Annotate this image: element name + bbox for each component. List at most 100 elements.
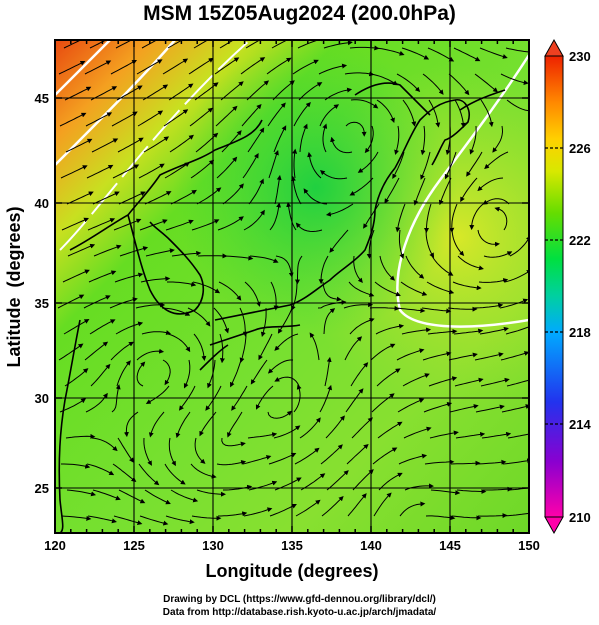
streamline (163, 109, 189, 127)
streamline (344, 336, 363, 361)
streamline (425, 229, 435, 258)
streamline (91, 138, 119, 153)
streamline (299, 123, 308, 153)
streamline (92, 191, 120, 205)
streamline (448, 352, 478, 361)
streamline (376, 368, 401, 387)
streamline (83, 295, 111, 309)
streamline (119, 246, 149, 257)
streamline (474, 73, 499, 93)
streamline (187, 307, 211, 327)
streamline (325, 415, 345, 439)
streamline (298, 82, 323, 101)
streamline (87, 218, 116, 231)
streamline (118, 191, 146, 205)
streamline (86, 164, 114, 179)
streamline (61, 463, 91, 469)
streamline (349, 317, 375, 335)
streamline (267, 410, 293, 419)
x-axis-label: Longitude (degrees) (205, 561, 378, 581)
streamline (170, 489, 199, 503)
streamline (325, 203, 354, 217)
streamline (377, 421, 403, 439)
streamline (384, 177, 400, 204)
streamline (322, 281, 342, 302)
streamline (403, 426, 432, 439)
streamline (249, 255, 279, 263)
streamline (93, 244, 122, 257)
streamline (275, 255, 294, 278)
streamline (474, 352, 504, 361)
streamline (65, 433, 96, 439)
streamline (244, 281, 261, 307)
streamline (87, 515, 117, 524)
streamline (270, 281, 279, 311)
streamline (427, 47, 455, 62)
streamline (277, 307, 293, 334)
streamline (189, 107, 214, 127)
streamline (466, 151, 483, 177)
streamline (226, 411, 243, 438)
streamline (320, 169, 348, 180)
streamline (425, 515, 456, 521)
streamline (345, 121, 367, 137)
streamline (351, 417, 373, 439)
streamline (449, 203, 458, 233)
streamline (473, 303, 504, 309)
streamline (271, 40, 289, 49)
streamline (422, 73, 444, 95)
streamline (117, 137, 144, 153)
streamline (239, 333, 247, 363)
streamline (429, 430, 459, 439)
lat-tick-label: 25 (35, 481, 49, 496)
streamline (243, 209, 265, 231)
streamline (293, 384, 302, 413)
streamline (148, 411, 165, 438)
streamline (401, 47, 430, 60)
streamline (143, 437, 152, 466)
streamline (138, 163, 165, 179)
lon-tick-label: 150 (518, 538, 540, 553)
streamline (242, 153, 259, 179)
streamline (394, 125, 400, 156)
streamline (266, 57, 292, 75)
streamline (216, 156, 238, 179)
streamline (221, 437, 246, 447)
streamline (420, 151, 431, 180)
streamline (402, 373, 430, 387)
streamline (480, 99, 494, 128)
streamline (164, 162, 190, 179)
streamline (309, 332, 320, 361)
chart-title: MSM 15Z05Aug2024 (200.0hPa) (143, 2, 456, 25)
streamline (248, 480, 278, 491)
streamline (223, 255, 254, 261)
streamline (398, 229, 405, 259)
streamline (112, 463, 137, 483)
streamline (444, 151, 457, 180)
streamline (196, 489, 226, 497)
streamline (295, 499, 321, 517)
streamline (448, 73, 470, 96)
streamline (297, 40, 326, 49)
streamline (246, 80, 270, 101)
streamline (400, 281, 428, 296)
streamline (398, 453, 428, 465)
lon-tick-label: 130 (202, 538, 224, 553)
streamline (88, 270, 117, 283)
streamline (165, 219, 194, 231)
streamline (372, 447, 398, 465)
streamline (143, 136, 170, 153)
streamline (192, 281, 221, 294)
field-shading (55, 40, 529, 533)
streamline (455, 431, 486, 439)
streamline (299, 417, 321, 439)
streamline (505, 324, 529, 335)
streamline (215, 105, 238, 127)
streamline (167, 333, 191, 353)
lon-tick-label: 145 (439, 538, 461, 553)
colorbar-tick-label: 218 (569, 325, 591, 340)
streamline (375, 47, 405, 56)
streamline (219, 40, 235, 49)
streamline (476, 459, 507, 465)
streamline (273, 425, 301, 439)
